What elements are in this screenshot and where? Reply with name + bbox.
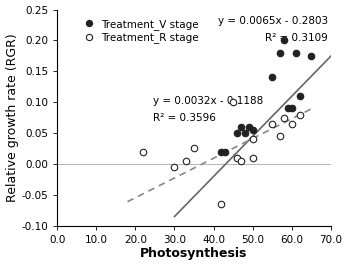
Point bbox=[222, 149, 228, 154]
Point bbox=[238, 125, 244, 129]
Point bbox=[309, 54, 314, 58]
Point bbox=[172, 165, 177, 169]
Text: y = 0.0065x - 0.2803: y = 0.0065x - 0.2803 bbox=[218, 16, 328, 26]
Point bbox=[281, 115, 287, 120]
Point bbox=[140, 149, 146, 154]
Text: R² = 0.3109: R² = 0.3109 bbox=[266, 33, 328, 43]
Point bbox=[234, 131, 240, 135]
Point bbox=[269, 75, 275, 80]
Text: y = 0.0032x - 0.1188: y = 0.0032x - 0.1188 bbox=[153, 96, 263, 106]
Point bbox=[219, 149, 224, 154]
Point bbox=[289, 122, 295, 126]
Point bbox=[281, 38, 287, 43]
Y-axis label: Relative growth rate (RGR): Relative growth rate (RGR) bbox=[6, 33, 18, 202]
Point bbox=[250, 137, 255, 141]
Point bbox=[293, 51, 299, 55]
Point bbox=[230, 100, 236, 104]
X-axis label: Photosynthesis: Photosynthesis bbox=[140, 247, 248, 260]
Point bbox=[183, 159, 189, 163]
Point bbox=[250, 156, 255, 160]
Point bbox=[285, 106, 291, 110]
Point bbox=[250, 128, 255, 132]
Point bbox=[277, 134, 283, 138]
Point bbox=[238, 159, 244, 163]
Point bbox=[297, 112, 302, 117]
Point bbox=[277, 51, 283, 55]
Point bbox=[219, 202, 224, 206]
Point bbox=[289, 106, 295, 110]
Point bbox=[246, 125, 252, 129]
Point bbox=[242, 131, 248, 135]
Point bbox=[191, 146, 197, 151]
Legend: Treatment_V stage, Treatment_R stage: Treatment_V stage, Treatment_R stage bbox=[76, 17, 201, 45]
Point bbox=[234, 156, 240, 160]
Point bbox=[269, 122, 275, 126]
Point bbox=[297, 94, 302, 98]
Text: R² = 0.3596: R² = 0.3596 bbox=[153, 113, 216, 123]
